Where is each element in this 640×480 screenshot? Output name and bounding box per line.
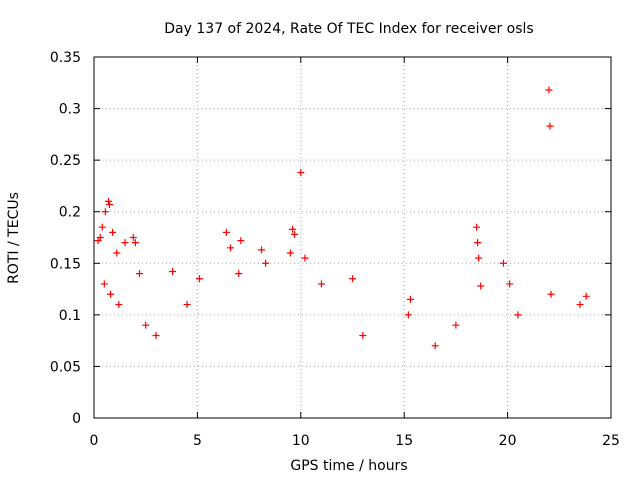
data-point <box>576 301 584 309</box>
data-point <box>297 169 305 177</box>
data-point <box>169 268 177 276</box>
data-point <box>106 200 114 208</box>
data-point <box>404 311 412 319</box>
data-point <box>129 234 137 241</box>
data-point <box>183 301 191 309</box>
data-point <box>142 321 150 329</box>
plot-frame <box>93 56 612 419</box>
data-point <box>289 225 297 233</box>
data-point <box>474 239 482 247</box>
axis-ticks: 0 5 10 15 20 25 0 0.05 0.1 0.15 0.2 0.25 0.3 0.35 <box>50 50 620 449</box>
chart-title: Day 137 of 2024, Rate Of TEC Index for r… <box>164 21 533 37</box>
data-point <box>226 244 234 252</box>
y-tick-label: 0.35 <box>50 50 81 66</box>
data-point <box>100 280 108 288</box>
data-point <box>222 228 230 236</box>
data-point <box>121 239 129 247</box>
data-point <box>152 331 160 339</box>
data-point <box>349 275 356 283</box>
data-point <box>195 275 203 283</box>
y-tick-label: 0.1 <box>59 308 81 324</box>
grid <box>94 57 611 418</box>
data-point <box>301 254 309 262</box>
data-point <box>235 270 243 278</box>
data-point <box>135 270 143 278</box>
y-tick-label: 0.15 <box>50 256 81 272</box>
data-point <box>473 223 481 231</box>
data-point <box>475 254 483 262</box>
data-point <box>545 86 553 94</box>
y-tick-label: 0.25 <box>50 153 81 169</box>
data-point <box>406 295 414 303</box>
data-point <box>262 259 270 267</box>
data-point <box>258 246 266 254</box>
x-tick-label: 0 <box>90 433 99 449</box>
x-tick-label: 15 <box>395 433 413 449</box>
data-point <box>291 230 299 238</box>
data-point <box>431 342 439 350</box>
scatter-points <box>94 86 590 350</box>
data-point <box>452 321 460 329</box>
data-point <box>115 301 123 309</box>
data-point <box>98 223 106 231</box>
y-tick-label: 0.05 <box>50 359 81 375</box>
data-point <box>96 234 104 241</box>
x-tick-label: 5 <box>193 433 202 449</box>
y-tick-label: 0.2 <box>59 205 81 221</box>
y-tick-label: 0 <box>72 411 81 427</box>
y-tick-label: 0.3 <box>59 102 81 118</box>
x-tick-label: 20 <box>499 433 517 449</box>
data-point <box>286 249 294 257</box>
data-point <box>107 290 115 298</box>
data-point <box>506 280 514 288</box>
x-tick-label: 25 <box>602 433 620 449</box>
data-point <box>237 237 245 245</box>
data-point <box>101 208 109 216</box>
data-point <box>546 122 554 130</box>
data-point <box>359 331 367 339</box>
data-point <box>547 290 555 298</box>
data-point <box>131 239 139 247</box>
data-point <box>113 249 121 257</box>
data-point <box>477 282 485 290</box>
x-tick-label: 10 <box>292 433 310 449</box>
data-point <box>104 197 112 205</box>
data-point <box>514 311 522 319</box>
data-point <box>582 292 590 300</box>
data-point <box>499 259 507 267</box>
x-axis-label: GPS time / hours <box>290 458 407 474</box>
y-axis-label: ROTI / TECUs <box>6 192 22 284</box>
data-point <box>109 228 117 236</box>
data-point <box>317 280 325 288</box>
